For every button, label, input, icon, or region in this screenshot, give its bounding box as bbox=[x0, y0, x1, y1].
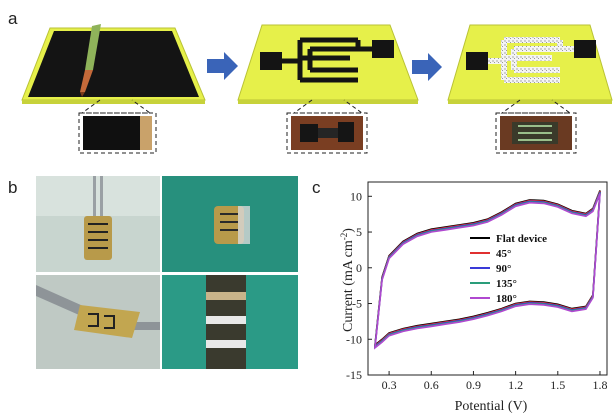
cv-chart: 0.3 0.6 0.9 1.2 1.5 1.8 10 5 0 -5 -10 -15 Flat devi… bbox=[339, 181, 608, 414]
y-axis-title-main: Current (mA cm bbox=[341, 240, 356, 332]
photo-tweezers-top-left bbox=[36, 176, 160, 272]
y-tick-label: 0 bbox=[356, 261, 362, 275]
step3-coated-electrode-illustration bbox=[447, 24, 613, 104]
series-line-3 bbox=[374, 192, 601, 349]
y-axis-title-tail: ) bbox=[341, 228, 356, 233]
step1-substrate-illustration bbox=[21, 24, 206, 104]
plot-frame bbox=[367, 181, 608, 376]
x-tick-label: 1.2 bbox=[508, 378, 523, 392]
y-axis-title-sup: -2 bbox=[339, 233, 349, 241]
chart-ticks: 0.3 0.6 0.9 1.2 1.5 1.8 10 5 0 -5 -10 -15 bbox=[346, 189, 607, 392]
y-tick-label: -5 bbox=[352, 297, 362, 311]
zoom-inset-3 bbox=[495, 99, 577, 154]
chart-series-lines bbox=[374, 190, 601, 350]
x-axis-title: Potential (V) bbox=[455, 399, 528, 414]
legend-label: Flat device bbox=[496, 233, 547, 245]
pen-tool-icon bbox=[80, 24, 101, 97]
zoom-inset-1 bbox=[78, 99, 157, 154]
y-tick-label: 10 bbox=[350, 189, 362, 203]
x-tick-label: 1.8 bbox=[592, 378, 607, 392]
series-line-2 bbox=[374, 191, 601, 349]
step1-arrow-icon bbox=[207, 52, 238, 80]
x-tick-label: 1.5 bbox=[550, 378, 565, 392]
y-tick-label: 5 bbox=[356, 225, 362, 239]
x-tick-label: 0.6 bbox=[424, 378, 439, 392]
legend-label: 90° bbox=[496, 263, 511, 275]
step2-arrow-icon bbox=[412, 53, 442, 81]
photo-green-top-right bbox=[162, 176, 298, 272]
legend-label: 45° bbox=[496, 248, 511, 260]
panel-label-c: c bbox=[312, 178, 321, 197]
step2-electrode-illustration bbox=[237, 24, 419, 104]
y-tick-label: -15 bbox=[346, 368, 362, 382]
photo-tweezers-bottom-left bbox=[36, 275, 160, 369]
photo-green-bottom-right bbox=[162, 275, 298, 369]
y-tick-label: -10 bbox=[346, 332, 362, 346]
panel-label-a: a bbox=[8, 9, 18, 28]
y-axis-title: Current (mA cm-2) bbox=[339, 228, 356, 332]
legend-label: 135° bbox=[496, 278, 517, 290]
panel-label-b: b bbox=[8, 178, 17, 197]
x-tick-label: 0.3 bbox=[382, 378, 397, 392]
x-tick-label: 0.9 bbox=[466, 378, 481, 392]
chart-legend: Flat device 45° 90° 135° 180° bbox=[470, 233, 547, 305]
legend-label: 180° bbox=[496, 293, 517, 305]
series-line-4 bbox=[374, 193, 601, 350]
zoom-inset-2 bbox=[286, 99, 368, 154]
